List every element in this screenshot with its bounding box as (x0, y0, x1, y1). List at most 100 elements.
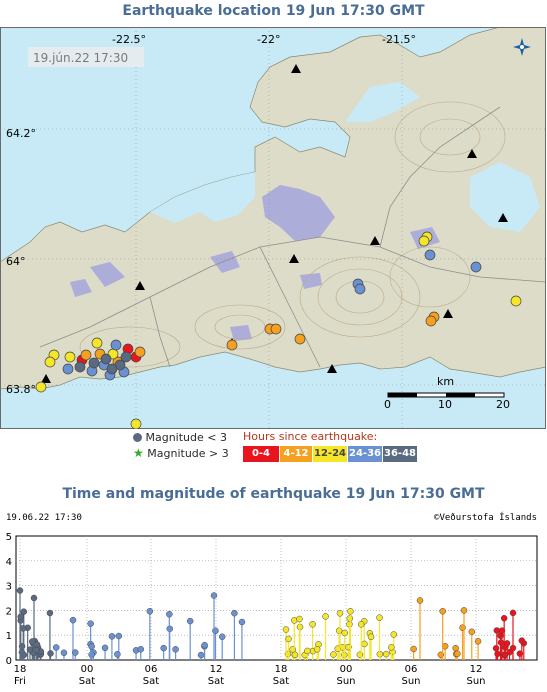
station-icon (135, 281, 145, 290)
event-marker (361, 640, 368, 648)
x-tick-hour: 00 (340, 664, 353, 675)
event-marker (20, 608, 28, 615)
event-marker (492, 645, 500, 652)
y-tick-label: 4 (6, 557, 12, 568)
x-tick-day: Sat (143, 676, 159, 687)
station-icon (291, 64, 301, 73)
station-icon (467, 149, 477, 158)
earthquake-marker (418, 235, 430, 247)
earthquake-marker (106, 363, 118, 375)
earthquake-marker (100, 353, 112, 365)
y-tick-label: 2 (6, 606, 12, 617)
x-tick-day: Sat (208, 676, 224, 687)
event-marker (87, 620, 94, 627)
event-marker (52, 644, 60, 651)
scale-tick: 10 (438, 398, 452, 411)
event-marker (212, 627, 219, 635)
x-tick-hour: 00 (81, 664, 94, 675)
event-marker (166, 610, 173, 618)
timeplot-right-stamp: ©Veðurstofa Íslands (434, 511, 537, 523)
contour-lines (79, 101, 506, 368)
event-marker (115, 632, 123, 640)
earthquake-markers (35, 231, 522, 429)
earthquake-marker (134, 346, 146, 358)
event-marker (285, 635, 292, 643)
earthquake-marker (354, 283, 366, 295)
event-marker (218, 633, 226, 640)
x-tick-day: Fri (14, 676, 26, 687)
event-marker (201, 641, 208, 649)
lat-label: 63.8° (6, 383, 36, 396)
y-tick-label: 1 (6, 631, 12, 642)
circle-icon (133, 433, 142, 442)
earthquake-marker (80, 349, 92, 361)
hours-bin-4-12: 4-12 (280, 446, 312, 462)
event-marker (509, 609, 517, 617)
event-marker (503, 640, 511, 647)
timeplot-y-ticks: 0 1 2 3 4 5 (6, 532, 12, 667)
event-marker (501, 651, 509, 659)
event-marker (238, 618, 246, 626)
event-marker (160, 644, 167, 652)
x-tick-hour: 12 (470, 664, 483, 675)
hours-bin-36-48: 36-48 (383, 446, 417, 462)
timeplot-left-stamp: 19.06.22 17:30 (6, 513, 82, 523)
scale-tick: 20 (496, 398, 510, 411)
event-marker (186, 617, 194, 625)
station-icon (370, 236, 380, 245)
event-marker (334, 645, 341, 652)
event-marker (357, 621, 365, 628)
event-marker (500, 615, 508, 622)
event-marker (439, 607, 446, 615)
earthquake-marker (88, 357, 100, 369)
bay-north (345, 82, 420, 122)
event-marker (231, 609, 238, 617)
timeplot-title: Time and magnitude of earthquake 19 Jun … (62, 486, 485, 502)
x-tick-day: Sun (401, 676, 420, 687)
earthquake-marker (425, 315, 437, 327)
event-marker (291, 651, 299, 659)
x-tick-hour: 18 (275, 664, 288, 675)
station-icon (289, 254, 299, 263)
map-title: Earthquake location 19 Jun 17:30 GMT (122, 3, 425, 19)
scale-tick: 0 (384, 398, 391, 411)
earthquake-marker (424, 249, 436, 261)
lake-thingvallavatn (470, 162, 540, 232)
event-marker (108, 633, 116, 640)
earthquake-marker (510, 295, 522, 307)
event-marker (493, 627, 501, 634)
map-frame (0, 27, 546, 429)
earthquake-marker (91, 337, 103, 349)
x-tick-hour: 18 (14, 664, 27, 675)
event-marker (367, 633, 375, 641)
hours-title: Hours since earthquake: (243, 430, 378, 443)
event-marker (416, 597, 424, 604)
earthquake-marker (62, 363, 74, 375)
event-marker (322, 613, 329, 620)
station-icon (443, 309, 453, 318)
x-tick-hour: 06 (405, 664, 418, 675)
event-marker (16, 587, 24, 594)
event-marker (347, 608, 354, 615)
earthquake-marker (35, 381, 47, 393)
event-marker (494, 650, 501, 658)
scale-unit: km (437, 375, 454, 388)
event-marker (197, 651, 205, 659)
event-marker (296, 615, 303, 623)
earthquake-marker (226, 339, 238, 351)
earthquake-map[interactable]: 19.jún.22 17:30 -22.5° -22° -21.5° 64.2°… (0, 27, 546, 429)
event-marker (304, 647, 311, 655)
y-tick-label: 5 (6, 532, 12, 543)
event-marker (210, 592, 218, 599)
y-tick-label: 3 (6, 582, 12, 593)
event-marker (282, 626, 290, 633)
scale-bar: km 0 10 20 (384, 375, 510, 411)
earthquake-marker (74, 361, 86, 373)
earthquake-marker (44, 356, 56, 368)
earthquake-marker (120, 351, 132, 363)
station-icon (327, 364, 337, 373)
roads (39, 106, 546, 368)
lat-label: 64.2° (6, 127, 36, 140)
